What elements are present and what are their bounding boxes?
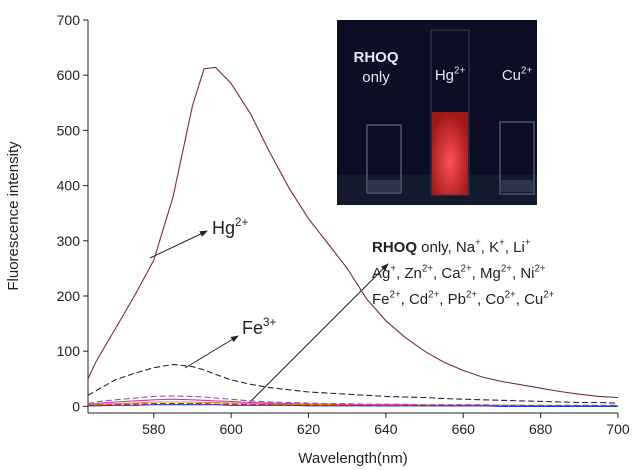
superscript: 2+ [534,263,545,274]
annotation-text: Fe2+​, Cd2+​, Pb2+​, Co2+​, Cu2+​ [372,289,555,308]
text-part: , Mg [472,265,501,282]
text-part: Hg [212,218,235,238]
x-tick-label: 600 [219,421,243,437]
superscript: 2+ [454,65,465,76]
text-part: Fe [242,318,263,338]
text-part: RHOQ [372,239,417,256]
y-tick-label: 200 [57,288,81,304]
x-tick-label: 620 [297,421,321,437]
text-part: , Li [505,239,525,256]
y-tick-label: 400 [57,178,81,194]
inset-photo [337,20,537,205]
x-tick-label: 660 [452,421,476,437]
text-part: , Pb [439,291,466,308]
superscript: 2+ [428,289,439,300]
x-tick-label: 680 [529,421,553,437]
y-tick-label: 300 [57,233,81,249]
x-axis-title: Wavelength(nm) [298,450,407,467]
text-part: , Ca [433,265,461,282]
arrow [247,263,389,405]
superscript: 2+ [390,289,401,300]
y-tick-label: 0 [72,398,80,414]
superscript: 2+ [543,289,554,300]
text-part: only, Na [417,239,476,256]
superscript: + [475,237,481,248]
y-tick-label: 500 [57,122,81,138]
annotation-text: only [362,69,390,86]
superscript: 3+ [263,316,277,329]
annotation-text: Cu2+​ [502,65,533,84]
superscript: + [525,237,531,248]
superscript: + [499,237,505,248]
superscript: 2+ [461,263,472,274]
x-tick-label: 580 [142,421,166,437]
superscript: 2+ [422,263,433,274]
text-part: Hg [435,67,454,84]
series-line [87,403,618,407]
series-line [88,404,618,407]
superscript: 2+ [501,263,512,274]
arrow [149,230,208,259]
text-part: , Co [477,291,505,308]
superscript: 2+ [505,289,516,300]
superscript: 2+ [235,216,249,229]
annotation-text: Hg2+​ [212,216,249,238]
x-tick-label: 700 [606,421,630,437]
annotation-text: RHOQ [354,49,399,66]
text-part: , Ni [512,265,535,282]
text-part: , Cu [516,291,544,308]
series-line [87,363,619,404]
y-tick-label: 600 [57,67,81,83]
annotation-text: Fe3+​ [242,316,277,338]
text-part: RHOQ [354,49,399,66]
y-tick-label: 700 [57,12,81,28]
arrow [184,335,239,369]
x-tick-label: 640 [374,421,398,437]
y-tick-label: 100 [57,343,81,359]
annotation-text: Hg2+​ [435,65,466,84]
text-part: Fe [372,291,390,308]
series-line [87,66,619,399]
text-part: , K [481,239,499,256]
annotation-text: RHOQ only, Na+​, K+​, Li+​ [372,237,531,256]
superscript: 2+ [466,289,477,300]
text-part: Ag [372,265,390,282]
text-part: only [362,69,390,86]
annotation-text: Ag+​, Zn2+​, Ca2+​, Mg2+​, Ni2+​ [372,263,546,282]
series-line [87,395,618,406]
text-part: , Zn [396,265,422,282]
text-part: , Cd [401,291,429,308]
superscript: 2+ [521,65,532,76]
superscript: + [390,263,396,274]
y-axis-title: Fluorescence intensity [5,141,22,291]
text-part: Cu [502,67,521,84]
